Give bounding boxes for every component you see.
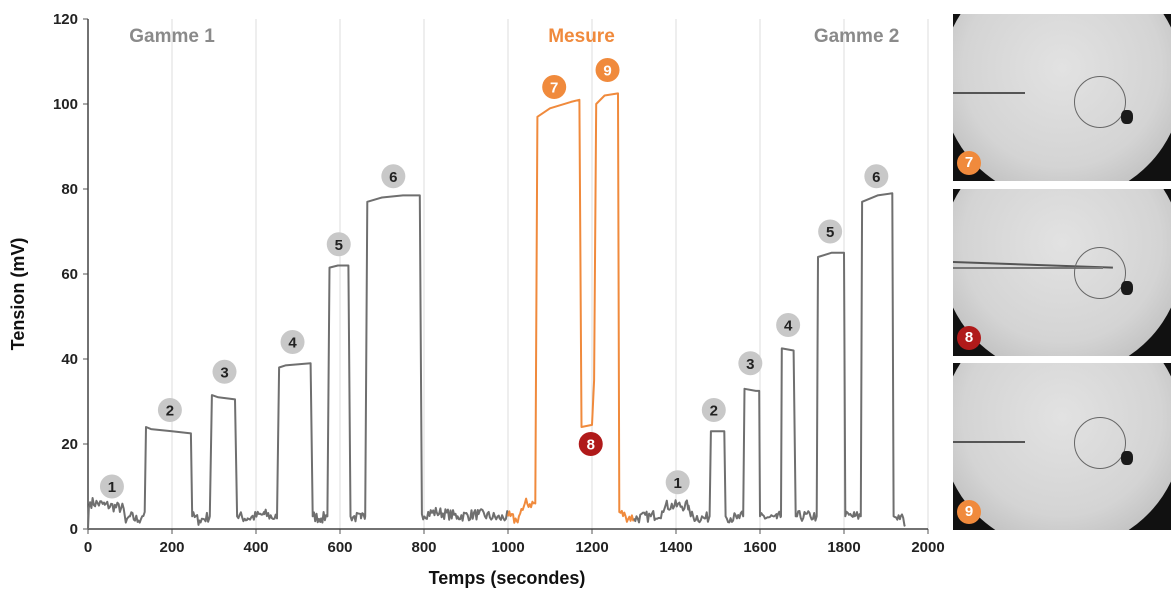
step-badge-label: 3 xyxy=(220,364,228,381)
x-tick-label: 800 xyxy=(411,539,436,556)
series-line-1 xyxy=(507,92,635,524)
cell-outline xyxy=(1074,417,1126,469)
cell-outline xyxy=(1074,76,1126,128)
x-tick-label: 0 xyxy=(84,539,92,556)
photo-badge-7: 7 xyxy=(957,151,981,175)
series-lines xyxy=(87,92,906,530)
tick-labels: 0 200 400 600 800 1000 1200 1400 1600 1800 2000 0 20… xyxy=(53,11,945,556)
step-badge: 2 xyxy=(701,398,726,422)
x-tick-label: 1800 xyxy=(827,539,860,556)
x-tick-label: 600 xyxy=(327,539,352,556)
step-badge-circle xyxy=(595,58,620,82)
y-tick-label: 100 xyxy=(53,96,78,113)
step-badge: 1 xyxy=(665,470,690,495)
photo-8: 8 xyxy=(953,189,1171,356)
x-axis-label: Temps (secondes) xyxy=(429,568,586,588)
x-tick-label: 200 xyxy=(159,539,184,556)
step-badge-circle xyxy=(864,164,889,189)
step-badge-circle xyxy=(326,232,351,257)
step-badge-label: 1 xyxy=(108,479,116,496)
microscope-field xyxy=(953,14,1171,181)
step-badge-label: 7 xyxy=(550,80,558,97)
step-badge-circle xyxy=(701,398,726,422)
section-label: Mesure xyxy=(548,26,615,47)
step-badge-circle xyxy=(212,359,237,384)
step-badge: 2 xyxy=(157,398,182,422)
step-badge-label: 1 xyxy=(674,475,682,492)
step-badge-circle xyxy=(542,75,567,99)
step-badge-circle xyxy=(818,219,843,244)
cell-debris xyxy=(1121,110,1133,124)
step-badge-label: 8 xyxy=(587,437,595,454)
step-badge: 7 xyxy=(542,75,567,99)
y-tick-label: 20 xyxy=(61,436,78,453)
step-badge-label: 9 xyxy=(603,63,611,80)
step-badge: 6 xyxy=(864,164,889,189)
y-tick-label: 60 xyxy=(61,266,78,283)
y-tick-label: 80 xyxy=(61,181,78,198)
step-badge-label: 5 xyxy=(826,224,834,241)
voltage-chart: 0 200 400 600 800 1000 1200 1400 1600 1800 2000 0 20… xyxy=(8,11,945,588)
step-badge: 1 xyxy=(99,474,124,499)
microscope-field xyxy=(953,363,1171,530)
step-badge: 5 xyxy=(818,219,843,244)
y-tick-label: 120 xyxy=(53,11,78,28)
step-badge-circle xyxy=(665,470,690,495)
pipette-shadow xyxy=(953,267,1103,269)
x-tick-label: 1200 xyxy=(575,539,608,556)
step-badge-label: 6 xyxy=(872,169,880,186)
step-badge: 3 xyxy=(212,359,237,384)
step-badge-circle xyxy=(738,351,763,376)
x-tick-label: 2000 xyxy=(911,539,944,556)
photo-badge-9: 9 xyxy=(957,500,981,524)
step-badge-label: 5 xyxy=(335,237,343,254)
step-badge-label: 4 xyxy=(288,335,297,352)
step-badge-circle xyxy=(280,330,305,354)
step-badge-circle xyxy=(157,398,182,422)
section-label: Gamme 1 xyxy=(129,26,215,47)
y-tick-label: 0 xyxy=(70,521,78,538)
x-tick-label: 400 xyxy=(243,539,268,556)
y-tick-label: 40 xyxy=(61,351,78,368)
x-tick-label: 1000 xyxy=(491,539,524,556)
y-axis-label: Tension (mV) xyxy=(8,238,28,351)
pipette xyxy=(953,441,1025,443)
x-tick-label: 1400 xyxy=(659,539,692,556)
series-line-0 xyxy=(87,194,509,530)
section-labels: Gamme 1 Mesure Gamme 2 xyxy=(129,26,899,47)
step-badge-label: 3 xyxy=(746,356,754,373)
step-badge: 4 xyxy=(280,330,305,354)
microscope-field xyxy=(953,189,1171,356)
step-badge: 3 xyxy=(738,351,763,376)
step-badge-circle xyxy=(578,432,603,456)
axes xyxy=(83,18,929,534)
cell-debris xyxy=(1121,451,1133,465)
series-line-2 xyxy=(633,192,906,527)
step-badge: 9 xyxy=(595,58,620,82)
section-label: Gamme 2 xyxy=(814,26,900,47)
step-badge: 5 xyxy=(326,232,351,257)
cell-debris xyxy=(1121,281,1133,295)
step-badge-circle xyxy=(381,164,406,189)
step-badges: 1 2 3 4 5 6 7 9 8 1 2 3 4 5 6 xyxy=(99,58,889,499)
photo-7: 7 xyxy=(953,14,1171,181)
cell-outline xyxy=(1074,247,1126,299)
photo-badge-8: 8 xyxy=(957,326,981,350)
step-badge-label: 6 xyxy=(389,169,397,186)
step-badge-circle xyxy=(776,313,801,337)
x-tick-label: 1600 xyxy=(743,539,776,556)
photo-9: 9 xyxy=(953,363,1171,530)
step-badge-label: 4 xyxy=(784,318,793,335)
pipette xyxy=(953,92,1025,94)
step-badge: 8 xyxy=(578,432,603,456)
step-badge-circle xyxy=(99,474,124,499)
step-badge-label: 2 xyxy=(710,403,718,420)
step-badge: 6 xyxy=(381,164,406,189)
step-badge: 4 xyxy=(776,313,801,337)
step-badge-label: 2 xyxy=(166,403,174,420)
